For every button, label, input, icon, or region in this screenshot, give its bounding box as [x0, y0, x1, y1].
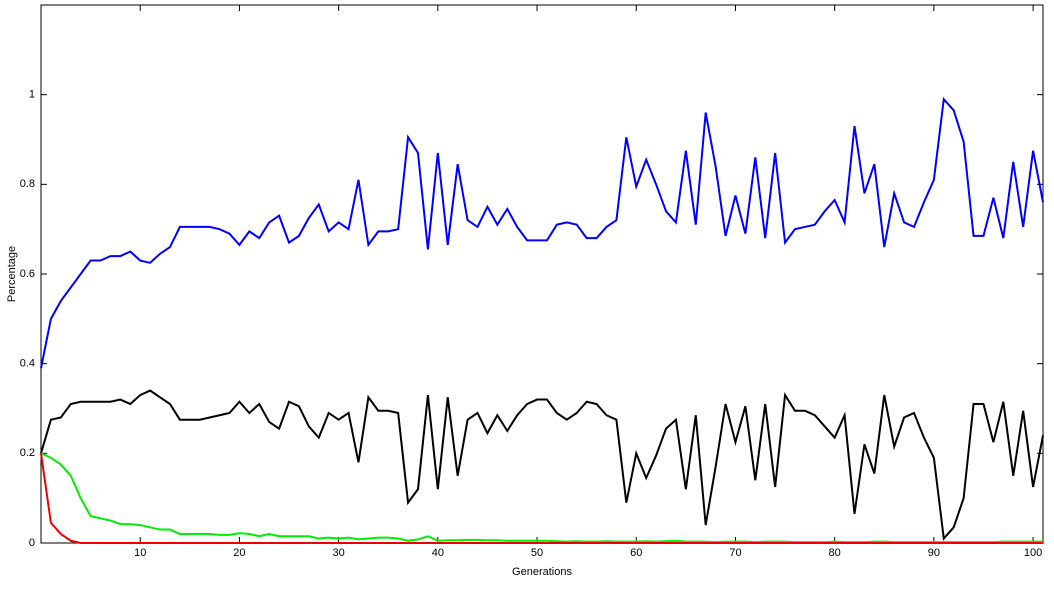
series-line [40, 389, 1044, 541]
y-tick-label: 0.4 [20, 358, 35, 370]
y-tick-label: 0 [29, 537, 35, 549]
y-tick-label: 1 [29, 89, 35, 101]
x-tick-label: 30 [332, 547, 344, 559]
series-line [40, 453, 1043, 544]
x-tick-label: 10 [134, 547, 146, 559]
plot-area [40, 4, 1044, 544]
x-tick-label: 50 [531, 547, 543, 559]
x-tick-label: 20 [233, 547, 245, 559]
x-axis-label: Generations [512, 566, 572, 578]
y-tick-label: 0.6 [20, 268, 35, 280]
x-tick-label: 90 [928, 547, 940, 559]
x-tick-label: 80 [829, 547, 841, 559]
x-tick-label: 40 [432, 547, 444, 559]
y-tick-label: 0.8 [20, 178, 35, 190]
x-tick-label: 100 [1024, 547, 1042, 559]
y-axis-label: Percentage [6, 246, 18, 302]
series-line [40, 452, 1043, 544]
series-line [40, 96, 1044, 369]
x-tick-label: 70 [729, 547, 741, 559]
x-tick-label: 60 [630, 547, 642, 559]
y-tick-label: 0.2 [20, 447, 35, 459]
